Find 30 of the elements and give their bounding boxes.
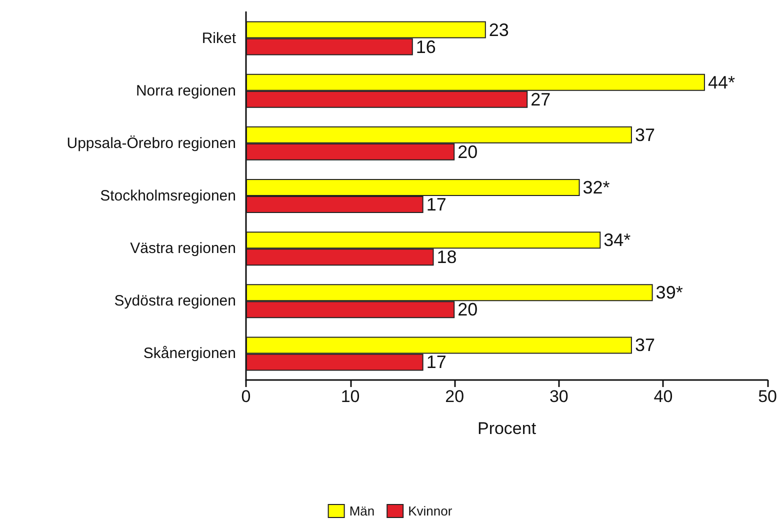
y-tick-label: Sydöstra regionen <box>114 292 236 310</box>
y-tick-label: Västra regionen <box>130 240 236 258</box>
y-tick-label: Skånergionen <box>143 345 236 362</box>
data-label: 20 <box>458 142 478 162</box>
legend-label: Män <box>349 504 375 518</box>
data-label: 16 <box>416 36 436 57</box>
x-tick-label: 0 <box>241 387 251 406</box>
x-tick-label: 20 <box>445 387 464 406</box>
y-tick-label: Riket <box>202 30 237 47</box>
x-tick-label: 30 <box>549 387 568 406</box>
data-label: 18 <box>436 247 457 268</box>
y-tick-label: Uppsala-Örebro regionen <box>66 134 236 152</box>
data-label: 34* <box>604 230 631 250</box>
data-label: 32* <box>582 178 610 198</box>
x-tick-label: 10 <box>340 387 360 406</box>
x-tick-label: 40 <box>654 387 673 406</box>
data-label: 17 <box>426 194 446 214</box>
y-tick-label: Norra regionen <box>136 82 236 100</box>
data-label: 37 <box>634 124 655 145</box>
data-label: 37 <box>634 335 655 356</box>
y-tick-label: Stockholmsregionen <box>100 188 236 204</box>
x-tick-label: 50 <box>758 387 778 406</box>
data-label: 44* <box>708 72 735 92</box>
data-label: 23 <box>488 20 509 40</box>
data-label: 27 <box>530 89 551 110</box>
data-label: 39* <box>656 282 683 303</box>
data-label: 17 <box>426 352 446 372</box>
x-axis-title: Procent <box>477 419 536 438</box>
legend-label: Kvinnor <box>408 504 453 518</box>
data-label: 20 <box>458 300 478 320</box>
